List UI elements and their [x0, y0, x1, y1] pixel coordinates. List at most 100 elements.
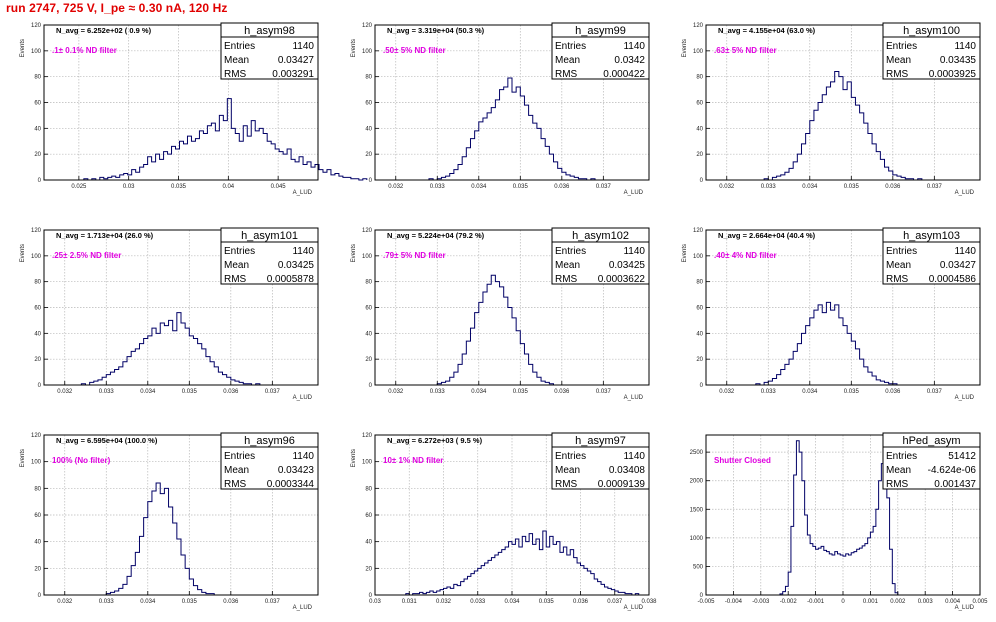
x-tick-label: 0.045 [271, 184, 287, 190]
x-tick-label: 0.035 [844, 184, 860, 190]
filter-label: 10± 1% ND filter [383, 456, 443, 465]
stats-key-mean: Mean [224, 55, 249, 66]
filter-label: Shutter Closed [714, 456, 771, 465]
navg-annotation: N_avg = 5.224e+04 (79.2 %) [387, 231, 485, 240]
stats-value-mean: 0.03435 [940, 55, 977, 66]
y-tick-label: 0 [369, 178, 373, 184]
x-tick-label: 0.001 [863, 599, 879, 605]
x-tick-label: -0.003 [752, 599, 770, 605]
y-tick-label: 60 [696, 306, 703, 312]
histogram-panel-h-asym100: 0.032 0.033 0.034 0.035 0.036 0.037 0 20 40 60 80 1… [676, 20, 986, 200]
stats-value-rms: 0.0005878 [267, 274, 315, 285]
x-tick-label: 0.033 [761, 389, 777, 395]
stats-key-mean: Mean [555, 55, 580, 66]
stats-value-rms: 0.0004586 [929, 274, 977, 285]
x-axis-title: A_LUD [955, 395, 975, 401]
x-axis-title: A_LUD [955, 605, 975, 611]
stats-key-mean: Mean [555, 260, 580, 271]
navg-annotation: N_avg = 1.713e+04 (26.0 %) [56, 231, 154, 240]
x-tick-label: 0.031 [402, 599, 418, 605]
stats-value-mean: 0.03425 [609, 260, 646, 271]
y-axis-title: Events [351, 449, 357, 467]
x-tick-label: 0.037 [265, 389, 281, 395]
x-tick-label: 0 [841, 599, 845, 605]
navg-annotation: N_avg = 6.595e+04 (100.0 %) [56, 436, 158, 445]
x-tick-label: -0.004 [725, 599, 743, 605]
y-tick-label: 120 [362, 433, 373, 439]
stats-key-mean: Mean [886, 260, 911, 271]
histogram-svg: 0.032 0.033 0.034 0.035 0.036 0.037 0 20 40 60 80 1… [682, 227, 981, 401]
stats-title: h_asym102 [572, 230, 629, 242]
stats-value-rms: 0.0003925 [929, 69, 977, 80]
y-tick-label: 20 [365, 566, 372, 572]
stats-box-frame [220, 227, 319, 285]
x-tick-label: 0.032 [436, 599, 452, 605]
y-tick-label: 80 [34, 486, 41, 492]
stats-key-rms: RMS [555, 479, 578, 490]
stats-value-entries: 1140 [623, 246, 645, 257]
stats-value-mean: 0.03423 [278, 465, 315, 476]
stats-box-frame [882, 227, 981, 285]
stats-box: h_asym99 Entries 1140 Mean 0.0342 RMS 0.000422 [551, 22, 650, 80]
histogram-outline [428, 77, 596, 181]
y-tick-label: 40 [365, 540, 372, 546]
stats-key-rms: RMS [886, 274, 909, 285]
x-tick-label: 0.032 [388, 389, 404, 395]
stats-box: h_asym101 Entries 1140 Mean 0.03425 RMS 0.0005… [220, 227, 319, 285]
x-tick-label: 0.035 [844, 389, 860, 395]
stats-value-entries: 51412 [948, 451, 976, 462]
x-tick-label: 0.034 [802, 184, 818, 190]
x-tick-label: 0.037 [596, 389, 612, 395]
stats-value-rms: 0.0009139 [598, 479, 646, 490]
y-tick-label: 60 [365, 306, 372, 312]
histogram-outline [105, 482, 215, 595]
stats-title: h_asym96 [244, 435, 295, 447]
y-axis-title: Events [682, 244, 688, 262]
histogram-svg: -0.005 -0.004 -0.003 -0.002 -0.001 0 0.001 0.00… [690, 432, 988, 611]
stats-value-mean: 0.03427 [278, 55, 315, 66]
stats-title: h_asym99 [575, 25, 626, 37]
y-tick-label: 120 [362, 228, 373, 234]
run-title: run 2747, 725 V, I_pe ≈ 0.30 nA, 120 Hz [6, 1, 228, 15]
stats-key-entries: Entries [555, 41, 586, 52]
y-tick-label: 20 [34, 566, 41, 572]
histogram-svg: 0.032 0.033 0.034 0.035 0.036 0.037 0 20 40 60 80 1… [351, 22, 650, 196]
y-tick-label: 40 [696, 331, 703, 337]
stats-key-mean: Mean [886, 465, 911, 476]
histogram-panel-h-asym96: 0.032 0.033 0.034 0.035 0.036 0.037 0 20 40 60 80 1… [14, 430, 324, 615]
x-axis-title: A_LUD [955, 190, 975, 196]
y-tick-label: 0 [38, 593, 42, 599]
y-tick-label: 20 [34, 152, 41, 158]
y-tick-label: 2500 [690, 450, 704, 456]
y-tick-label: 80 [365, 75, 372, 81]
y-tick-label: 20 [365, 152, 372, 158]
filter-label: .50± 5% ND filter [383, 46, 446, 55]
x-tick-label: 0.037 [927, 184, 943, 190]
y-tick-label: 120 [31, 433, 42, 439]
stats-title: hPed_asym [902, 435, 960, 447]
stats-value-mean: 0.03427 [940, 260, 977, 271]
x-tick-label: 0.036 [554, 184, 570, 190]
stats-key-mean: Mean [224, 465, 249, 476]
y-axis-title: Events [20, 39, 26, 57]
x-tick-label: 0.035 [513, 184, 529, 190]
x-tick-label: 0.034 [802, 389, 818, 395]
y-axis-title: Events [351, 244, 357, 262]
stats-value-rms: 0.001437 [934, 479, 976, 490]
y-axis-title: Events [682, 39, 688, 57]
y-tick-label: 100 [362, 460, 373, 466]
y-tick-label: 60 [34, 101, 41, 107]
histogram-outline [763, 71, 923, 181]
y-axis-title: Events [351, 39, 357, 57]
stats-value-rms: 0.0003622 [598, 274, 646, 285]
histogram-svg: 0.032 0.033 0.034 0.035 0.036 0.037 0 20 40 60 80 1… [20, 227, 319, 401]
stats-key-rms: RMS [224, 69, 247, 80]
histogram-svg: 0.025 0.03 0.035 0.04 0.045 0 20 40 60 80 100 120 Ev… [20, 22, 368, 196]
stats-key-rms: RMS [224, 274, 247, 285]
histogram-svg: 0.03 0.031 0.032 0.033 0.034 0.035 0.036 0.037 0… [351, 432, 657, 611]
x-tick-label: 0.025 [71, 184, 87, 190]
x-tick-label: 0.034 [471, 184, 487, 190]
histogram-panel-h-asym99: 0.032 0.033 0.034 0.035 0.036 0.037 0 20 40 60 80 1… [345, 20, 655, 200]
x-tick-label: 0.035 [513, 389, 529, 395]
x-tick-label: -0.001 [807, 599, 825, 605]
